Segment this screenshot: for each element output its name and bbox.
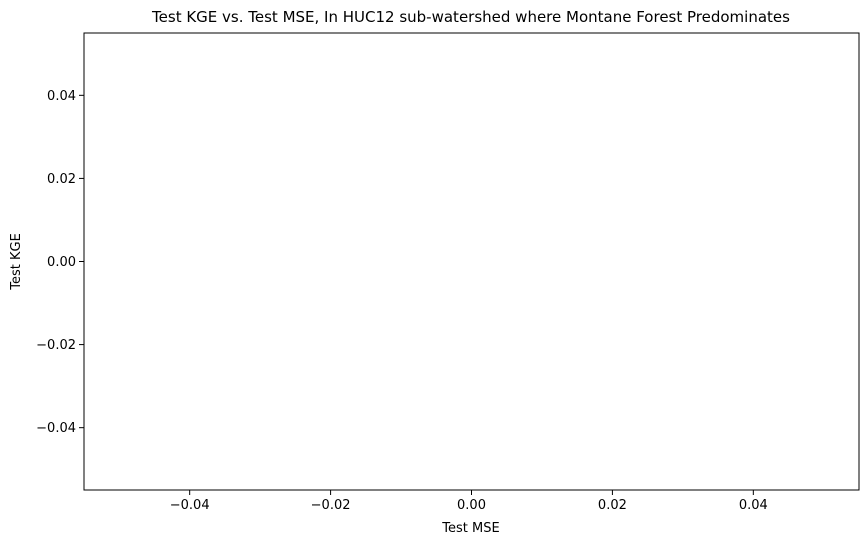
- y-axis: −0.04 −0.02 0.00 0.02 0.04: [36, 89, 84, 436]
- x-axis-label: Test MSE: [441, 521, 499, 536]
- y-tick-label: 0.04: [47, 89, 76, 104]
- y-tick-label: 0.00: [47, 255, 76, 270]
- x-tick-label: −0.02: [311, 498, 351, 513]
- x-tick-label: 0.00: [457, 498, 486, 513]
- x-tick-label: 0.04: [739, 498, 768, 513]
- x-axis: −0.04 −0.02 0.00 0.02 0.04: [170, 490, 768, 513]
- x-tick-label: 0.02: [598, 498, 627, 513]
- y-axis-label: Test KGE: [9, 233, 24, 291]
- plot-area: [83, 32, 860, 491]
- x-tick-label: −0.04: [170, 498, 210, 513]
- chart-title: Test KGE vs. Test MSE, In HUC12 sub-wate…: [151, 8, 790, 26]
- y-tick-label: −0.04: [36, 421, 76, 436]
- y-tick-label: −0.02: [36, 338, 76, 353]
- y-tick-label: 0.02: [47, 172, 76, 187]
